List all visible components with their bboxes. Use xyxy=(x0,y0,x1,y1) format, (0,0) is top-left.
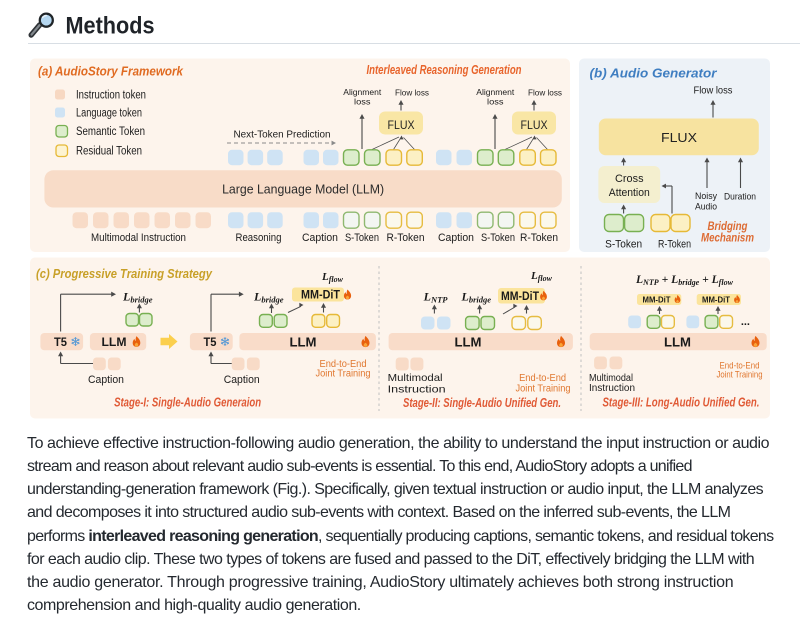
svg-text:Flow loss: Flow loss xyxy=(528,89,562,98)
svg-text:T5: T5 xyxy=(204,337,218,349)
svg-text:Semantic Token: Semantic Token xyxy=(76,126,145,138)
svg-text:Stage-II: Single-Audio Unified: Stage-II: Single-Audio Unified Gen. xyxy=(403,396,561,410)
svg-text:loss: loss xyxy=(354,98,371,107)
svg-text:(b) Audio Generator: (b) Audio Generator xyxy=(590,67,718,81)
svg-text:Duration: Duration xyxy=(724,192,756,203)
svg-text:Instruction token: Instruction token xyxy=(76,90,146,102)
svg-text:MM-DiT: MM-DiT xyxy=(702,295,731,305)
svg-text:End-to-End: End-to-End xyxy=(519,373,566,384)
svg-text:Multimodal Instruction: Multimodal Instruction xyxy=(91,232,186,244)
svg-text:loss: loss xyxy=(487,98,504,107)
svg-text:Instruction: Instruction xyxy=(589,383,635,394)
svg-text:FLUX: FLUX xyxy=(661,131,698,145)
svg-text:Audio: Audio xyxy=(695,202,717,213)
svg-text:End-to-End: End-to-End xyxy=(320,359,367,370)
svg-text:Interleaved Reasoning Generati: Interleaved Reasoning Generation xyxy=(367,63,522,77)
svg-text:Multimodal: Multimodal xyxy=(388,372,443,384)
svg-text:Joint Training: Joint Training xyxy=(316,369,371,380)
svg-text:LNTP + Lbridge + Lflow: LNTP + Lbridge + Lflow xyxy=(635,274,734,287)
svg-text:Attention: Attention xyxy=(609,187,650,199)
svg-text:Methods: Methods xyxy=(66,13,155,40)
svg-text:Mechanism: Mechanism xyxy=(701,232,754,244)
svg-text:Reasoning: Reasoning xyxy=(236,232,282,244)
svg-text:Caption: Caption xyxy=(302,232,338,244)
svg-text:S-Token: S-Token xyxy=(345,232,379,244)
svg-text:R-Token: R-Token xyxy=(520,232,558,244)
svg-text:Next-Token Prediction: Next-Token Prediction xyxy=(234,129,331,141)
svg-text:Alignment: Alignment xyxy=(343,88,382,97)
svg-text:Joint Training: Joint Training xyxy=(717,370,763,381)
svg-text:Cross: Cross xyxy=(615,173,644,185)
svg-text:Lflow: Lflow xyxy=(530,270,553,283)
svg-text:...: ... xyxy=(741,316,750,328)
svg-text:Joint Training: Joint Training xyxy=(516,384,571,395)
svg-text:MM-DiT: MM-DiT xyxy=(301,290,340,302)
svg-text:T5: T5 xyxy=(54,337,68,349)
svg-text:MM-DiT: MM-DiT xyxy=(501,289,540,303)
svg-text:FLUX: FLUX xyxy=(388,118,415,132)
svg-text:Bridging: Bridging xyxy=(708,221,748,233)
svg-text:LLM: LLM xyxy=(290,335,317,350)
svg-text:Flow loss: Flow loss xyxy=(395,89,429,98)
svg-text:FLUX: FLUX xyxy=(521,118,548,132)
svg-text:Stage-III: Long-Audio Unified: Stage-III: Long-Audio Unified Gen. xyxy=(603,396,760,410)
svg-text:Flow loss: Flow loss xyxy=(694,86,733,97)
svg-text:Caption: Caption xyxy=(438,232,474,244)
svg-text:Residual Token: Residual Token xyxy=(76,146,142,158)
svg-text:Caption: Caption xyxy=(224,374,260,386)
svg-text:R-Token: R-Token xyxy=(387,232,425,244)
svg-text:(c) Progressive Training Strat: (c) Progressive Training Strategy xyxy=(36,267,213,281)
svg-text:S-Token: S-Token xyxy=(481,232,515,244)
svg-text:LLM: LLM xyxy=(664,335,691,350)
svg-text:Caption: Caption xyxy=(88,374,124,386)
svg-text:Stage-I: Single-Audio Generaio: Stage-I: Single-Audio Generaion xyxy=(114,396,261,410)
svg-text:Multimodal: Multimodal xyxy=(589,373,633,384)
svg-text:LLM: LLM xyxy=(102,335,127,349)
svg-text:Language token: Language token xyxy=(76,108,142,120)
svg-text:LLM: LLM xyxy=(455,335,482,350)
svg-text:End-to-End: End-to-End xyxy=(720,361,760,372)
svg-text:Instruction: Instruction xyxy=(388,384,446,396)
svg-text:R-Token: R-Token xyxy=(658,239,691,251)
svg-text:Lflow: Lflow xyxy=(321,271,344,284)
svg-text:Alignment: Alignment xyxy=(476,88,515,97)
svg-text:MM-DiT: MM-DiT xyxy=(643,295,672,305)
svg-text:(a) AudioStory Framework: (a) AudioStory Framework xyxy=(38,65,184,79)
svg-text:S-Token: S-Token xyxy=(605,239,642,251)
svg-text:Large Language Model (LLM): Large Language Model (LLM) xyxy=(222,182,384,197)
svg-text:Noisy: Noisy xyxy=(695,191,717,202)
